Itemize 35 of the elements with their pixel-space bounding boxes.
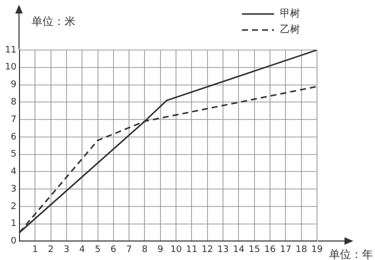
x-tick-label: 12 [202,244,214,255]
x-axis-title: 单位：年 [329,248,373,260]
x-tick-label: 3 [64,244,70,255]
y-tick-label: 2 [10,202,16,212]
y-tick-label: 9 [10,80,17,90]
x-tick-label: 8 [142,244,148,255]
x-tick-label: 18 [296,244,308,255]
x-tick-label: 5 [94,244,101,255]
legend-label: 甲树 [280,8,300,20]
legend-label: 乙树 [280,24,300,36]
y-tick-label: 7 [10,114,16,125]
x-tick-label: 19 [311,244,323,255]
x-tick-label: 14 [232,244,245,255]
x-tick-label: 7 [126,244,132,255]
y-tick-label: 0 [10,236,17,247]
x-tick-label: 10 [170,244,182,255]
x-tick-label: 16 [264,244,276,255]
x-tick-label: 11 [186,244,198,255]
y-tick-label: 10 [5,62,17,73]
x-tick-label: 2 [48,244,54,255]
y-tick-label: 6 [10,132,17,142]
y-tick-label: 3 [10,184,16,194]
y-tick-label: 1 [10,219,16,230]
y-tick-label: 11 [5,45,16,56]
x-tick-label: 15 [248,244,260,255]
x-tick-label: 6 [110,244,117,255]
x-tick-label: 1 [32,244,38,255]
x-tick-label: 17 [280,244,292,255]
y-tick-label: 5 [10,150,16,160]
x-tick-label: 9 [158,244,164,255]
y-tick-label: 4 [10,167,17,178]
x-tick-label: 13 [217,244,229,255]
x-tick-label: 4 [79,244,86,255]
y-tick-label: 8 [10,97,17,108]
y-axis-title: 单位：米 [31,14,76,28]
